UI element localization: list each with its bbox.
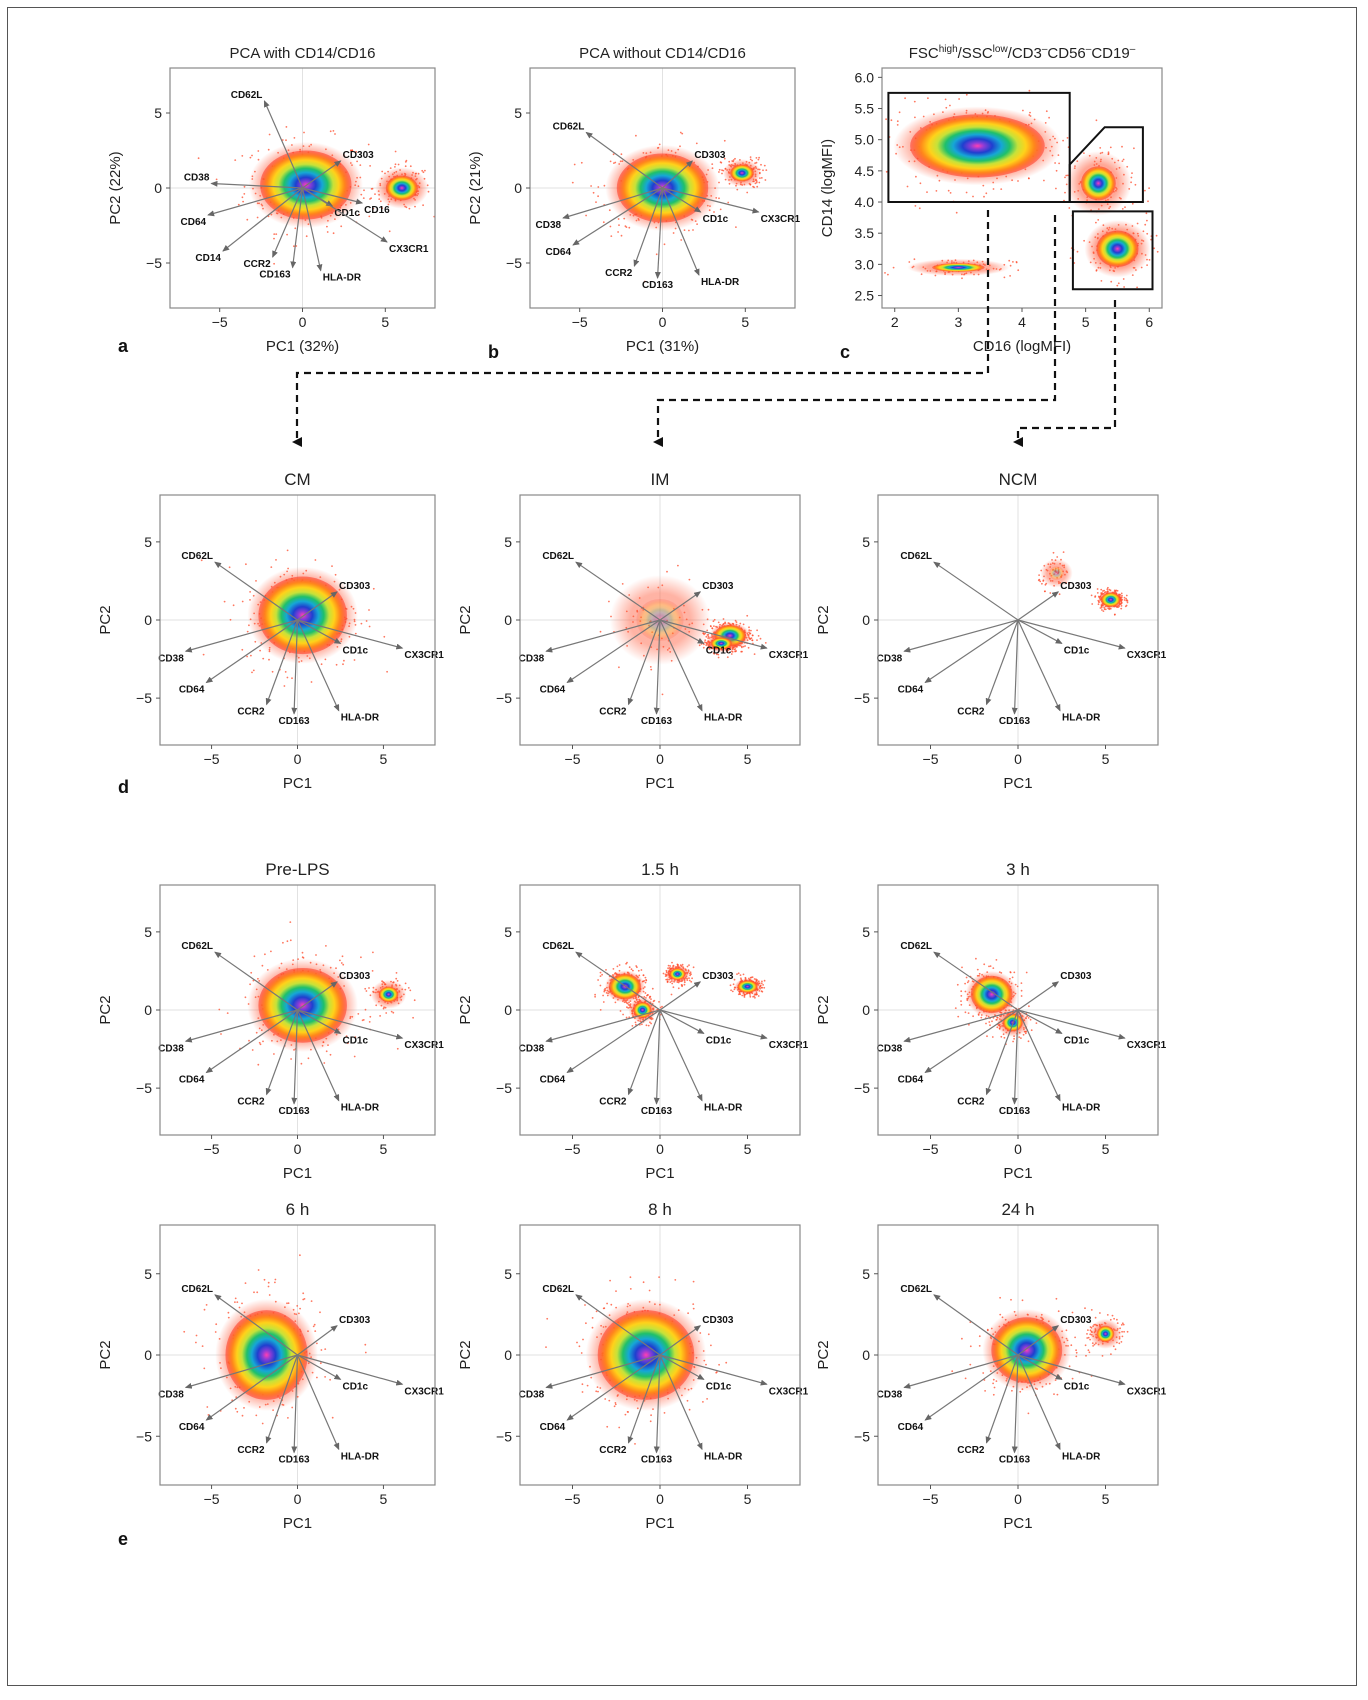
figure-frame [7, 7, 1357, 1686]
